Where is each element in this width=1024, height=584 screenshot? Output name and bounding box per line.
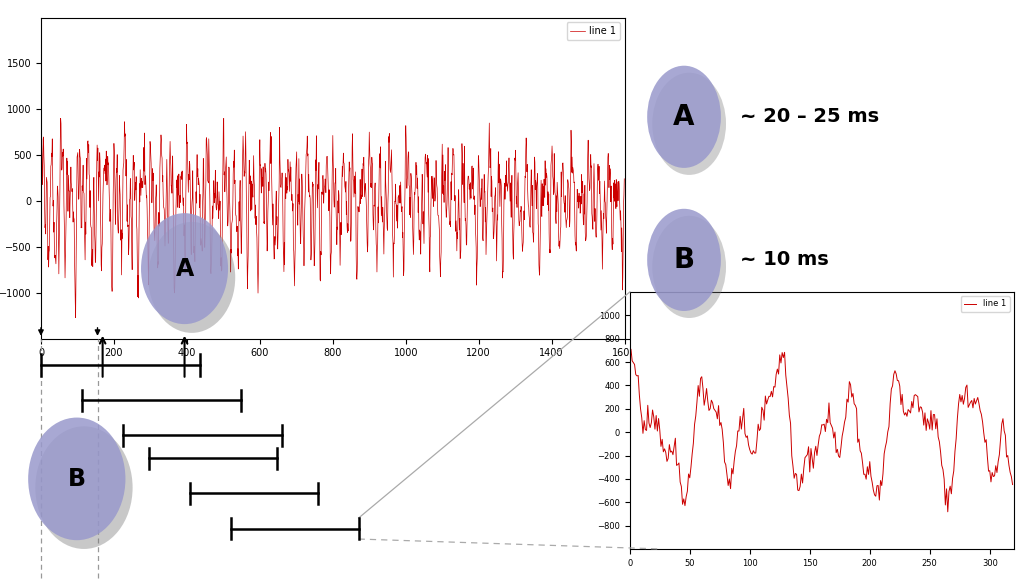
Ellipse shape — [141, 213, 228, 324]
Legend: line 1: line 1 — [961, 296, 1010, 312]
line 1 — [334, 232, 346, 239]
Text: B: B — [68, 467, 86, 491]
Ellipse shape — [652, 216, 726, 318]
Ellipse shape — [35, 426, 133, 549]
line 1 — [437, 191, 450, 198]
line 1 — [625, 346, 637, 353]
line 1 — [139, 175, 152, 182]
Text: ~ 20 – 25 ms: ~ 20 – 25 ms — [740, 107, 880, 126]
Line: line 1: line 1 — [630, 349, 1013, 512]
line 1 — [618, 175, 631, 182]
Legend: line 1: line 1 — [566, 22, 620, 40]
line 1 — [939, 502, 951, 509]
Line: line 1: line 1 — [41, 114, 625, 318]
line 1 — [624, 363, 636, 370]
line 1 — [900, 409, 912, 416]
line 1 — [46, 153, 58, 160]
Text: A: A — [674, 103, 694, 131]
Text: B: B — [674, 246, 694, 274]
Ellipse shape — [647, 65, 721, 168]
Ellipse shape — [148, 222, 236, 333]
Ellipse shape — [28, 418, 125, 540]
line 1 — [895, 401, 907, 408]
line 1 — [1007, 481, 1019, 488]
Ellipse shape — [647, 209, 721, 311]
line 1 — [299, 195, 311, 202]
line 1 — [70, 314, 82, 321]
Ellipse shape — [652, 72, 726, 175]
line 1 — [680, 493, 692, 500]
line 1 — [942, 508, 954, 515]
line 1 — [35, 111, 47, 118]
Text: A: A — [175, 256, 194, 281]
line 1 — [962, 404, 974, 411]
line 1 — [581, 200, 593, 207]
Text: ~ 10 ms: ~ 10 ms — [740, 251, 829, 269]
line 1 — [823, 399, 836, 406]
